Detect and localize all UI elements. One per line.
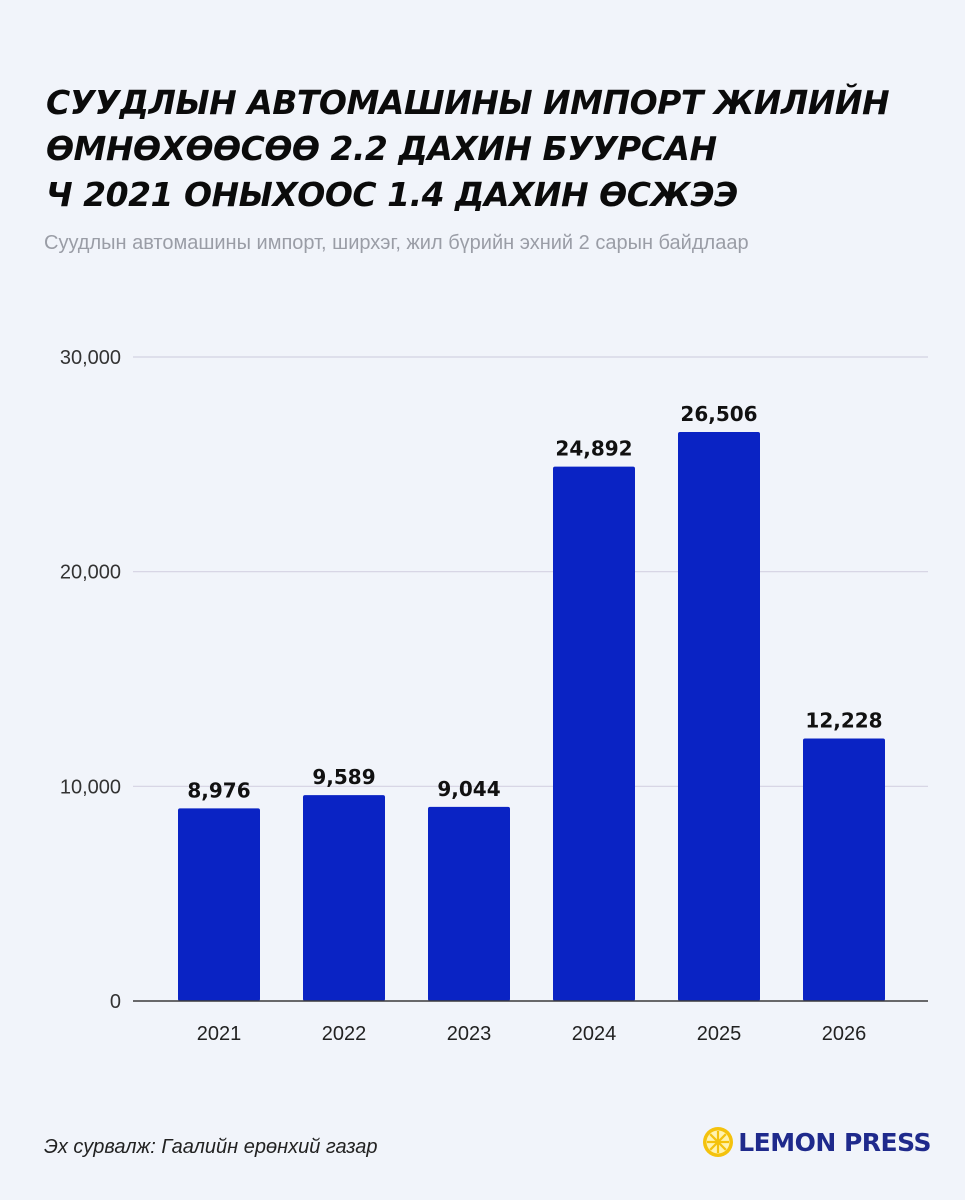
x-tick-label: 2023 <box>447 1023 492 1045</box>
x-tick-label: 2022 <box>322 1023 367 1045</box>
x-tick-label: 2024 <box>572 1023 617 1045</box>
bar-2022 <box>303 795 385 1001</box>
y-tick-label: 30,000 <box>60 347 121 369</box>
data-label: 8,976 <box>187 778 250 802</box>
y-tick-label: 0 <box>110 991 121 1013</box>
x-tick-label: 2026 <box>822 1023 867 1045</box>
y-tick-label: 10,000 <box>60 776 121 798</box>
bar-2025 <box>678 432 760 1002</box>
data-label: 9,044 <box>437 777 500 801</box>
x-tick-label: 2025 <box>697 1023 742 1045</box>
y-tick-label: 20,000 <box>60 562 121 584</box>
bar-2024 <box>553 466 635 1001</box>
chart-title-line-3: Ч 2021 ОНЫХООС 1.4 ДАХИН ӨСЖЭЭ <box>46 175 738 214</box>
data-label: 9,589 <box>312 765 375 789</box>
chart-title-line-2: ӨМНӨХӨӨСӨӨ 2.2 ДАХИН БУУРСАН <box>46 129 717 168</box>
bar-chart: 0 10,000 20,000 30,000 8,976 2021 9,589 2022 9,0… <box>60 347 928 1045</box>
chart-subtitle: Суудлын автомашины импорт, ширхэг, жил б… <box>44 232 749 254</box>
data-label: 24,892 <box>555 437 632 461</box>
data-label: 26,506 <box>680 402 757 426</box>
source-note: Эх сурвалж: Гаалийн ерөнхий газар <box>44 1136 378 1158</box>
brand-logo: LEMON PRESS <box>702 1126 931 1158</box>
lemon-slice-icon <box>703 1127 734 1157</box>
bar-2023 <box>428 806 510 1001</box>
chart-title-line-1: СУУДЛЫН АВТОМАШИНЫ ИМПОРТ ЖИЛИЙН <box>46 83 890 122</box>
bar-2026 <box>803 738 885 1001</box>
chart-title: СУУДЛЫН АВТОМАШИНЫ ИМПОРТ ЖИЛИЙН ӨМНӨХӨӨ… <box>46 80 951 218</box>
data-label: 12,228 <box>805 709 882 733</box>
x-tick-label: 2021 <box>197 1023 242 1045</box>
bar-2021 <box>178 808 260 1001</box>
brand-name: LEMON PRESS <box>738 1127 931 1157</box>
